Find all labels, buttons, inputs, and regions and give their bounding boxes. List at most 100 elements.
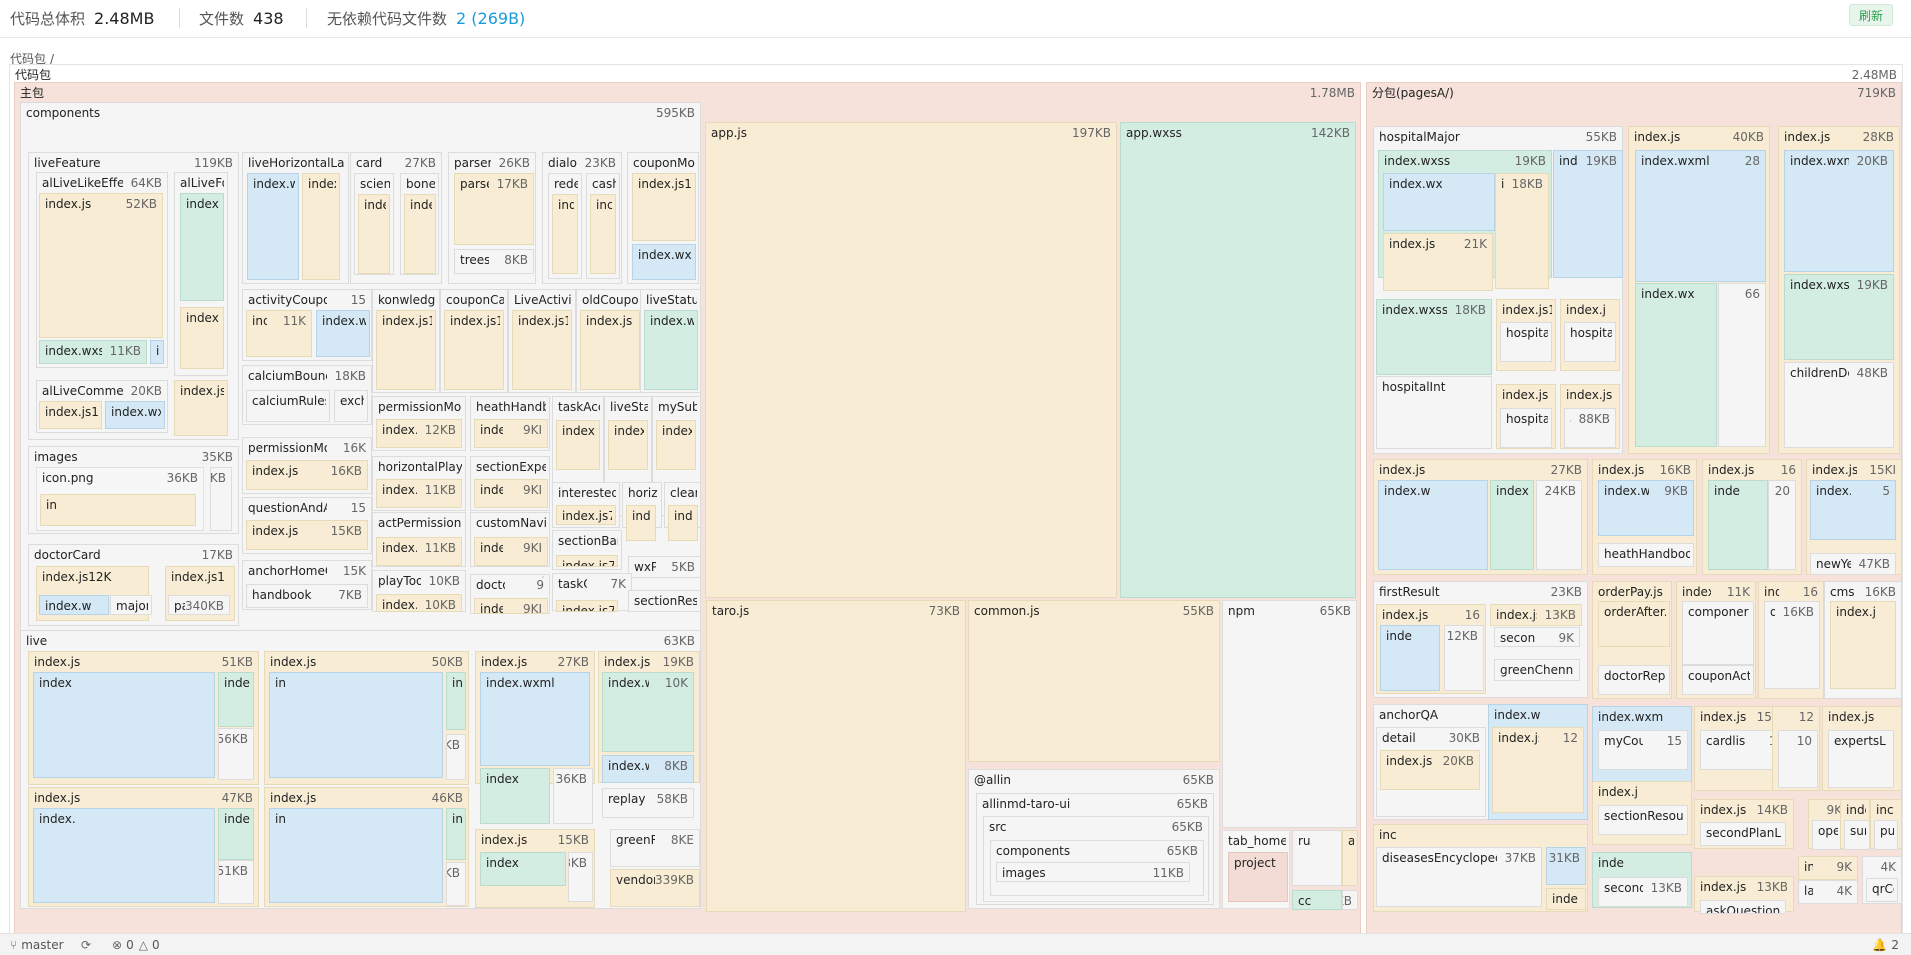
- treemap-node[interactable]: qrCo: [1866, 878, 1898, 902]
- treemap-node[interactable]: index.js 9KI: [474, 537, 548, 566]
- treemap-node[interactable]: app.wxss 142KB: [1120, 122, 1356, 598]
- treemap-node[interactable]: app.js 197KB: [705, 122, 1117, 598]
- treemap-node[interactable]: index.js7: [556, 600, 618, 612]
- treemap-node[interactable]: childrenDetail 48KB: [1784, 362, 1894, 448]
- treemap-node[interactable]: index.js 21K: [1383, 233, 1493, 291]
- treemap-node[interactable]: index.js 9KI: [474, 419, 548, 448]
- treemap-node[interactable]: myCouponList 15: [1598, 730, 1688, 770]
- treemap-node[interactable]: surg: [1844, 820, 1870, 850]
- treemap-node[interactable]: index.w: [1378, 480, 1488, 570]
- treemap-node[interactable]: pages340KB: [168, 595, 230, 615]
- treemap-node[interactable]: index.js 9KI: [474, 598, 548, 614]
- treemap-node[interactable]: index.wxss 19KB: [1784, 274, 1894, 360]
- treemap-node[interactable]: secondPlanL: [1700, 822, 1786, 846]
- treemap-node[interactable]: index.js1: [444, 310, 504, 390]
- treemap-node[interactable]: share10: [1778, 730, 1818, 788]
- treemap-node[interactable]: profile22KB: [446, 862, 466, 906]
- treemap-node[interactable]: index.wxml 8KB: [602, 755, 694, 783]
- treemap-node[interactable]: index.wxml 5: [1810, 480, 1896, 540]
- treemap-node[interactable]: index.wxml31KB: [1546, 847, 1586, 885]
- treemap-node[interactable]: index: [33, 672, 215, 778]
- treemap-node[interactable]: hospitalInt: [1376, 376, 1492, 449]
- treemap-node[interactable]: index.w: [180, 193, 224, 301]
- treemap-node[interactable]: sectionResourceL: [1598, 805, 1688, 835]
- treemap-node[interactable]: index.wxml 28: [1635, 150, 1766, 282]
- treemap-node[interactable]: inc: [590, 194, 616, 274]
- treemap-node[interactable]: sectionResc: [628, 590, 701, 612]
- treemap-node[interactable]: index.js7k: [556, 505, 616, 525]
- treemap-node[interactable]: index: [656, 420, 696, 470]
- treemap-node[interactable]: inde: [1380, 625, 1440, 691]
- treemap-node[interactable]: in: [269, 808, 443, 903]
- treemap-node[interactable]: index.js 11KB: [376, 537, 462, 566]
- treemap-node[interactable]: index.js 9KI: [474, 479, 548, 508]
- treemap-node[interactable]: hospitalD: [1564, 322, 1616, 362]
- treemap-node[interactable]: publ: [1874, 820, 1898, 850]
- treemap-node[interactable]: index.wxss 10K: [602, 672, 694, 752]
- treemap-node[interactable]: app.js: [1342, 830, 1358, 886]
- treemap-node[interactable]: inde: [404, 194, 436, 274]
- nodep-link[interactable]: 2 (269B): [456, 9, 526, 28]
- treemap-node[interactable]: in: [40, 494, 196, 526]
- treemap-node[interactable]: index.wxml 19KB: [1553, 150, 1623, 278]
- treemap-node[interactable]: myCalcium24KB: [1536, 480, 1582, 570]
- treemap-node[interactable]: ru: [1292, 830, 1342, 886]
- treemap-node[interactable]: index.js 20KB: [1380, 750, 1480, 790]
- treemap-node[interactable]: index: [480, 852, 566, 886]
- treemap-node[interactable]: inde: [1708, 480, 1768, 570]
- treemap-node[interactable]: index.js1: [376, 310, 436, 390]
- treemap-node[interactable]: heathHandbook: [1598, 543, 1694, 567]
- treemap-node[interactable]: index.wxml 20KB: [1784, 150, 1894, 272]
- treemap-node[interactable]: detail12KB: [1444, 625, 1484, 691]
- treemap-node[interactable]: index.w: [39, 595, 109, 615]
- treemap-node[interactable]: orderAfter.: [1598, 601, 1670, 647]
- treemap-node[interactable]: index.w: [644, 310, 698, 390]
- breadcrumb-root[interactable]: 代码包: [10, 52, 47, 66]
- treemap-node[interactable]: ind: [552, 194, 578, 274]
- treemap-node[interactable]: vendors.js339KB: [610, 869, 700, 907]
- treemap-node[interactable]: index.wx: [1383, 173, 1495, 231]
- treemap-node[interactable]: diseasesEncyclopedia 37KB: [1376, 847, 1542, 907]
- treemap-node[interactable]: index.js 13KB: [1490, 604, 1582, 626]
- treemap-node[interactable]: index.: [218, 808, 254, 860]
- treemap-node[interactable]: trees 8KB: [454, 249, 534, 274]
- treemap-node[interactable]: ind: [626, 505, 656, 541]
- treemap-node[interactable]: couponList20: [1768, 480, 1796, 570]
- treemap-node[interactable]: childrenSection66: [1718, 283, 1766, 447]
- treemap-node[interactable]: index.js: [580, 310, 640, 390]
- treemap-node[interactable]: parser.js 17KB: [454, 173, 534, 245]
- treemap-node[interactable]: secondList 13KB: [1598, 877, 1688, 907]
- treemap-node[interactable]: hospitalLi: [1500, 408, 1552, 448]
- treemap-node[interactable]: index.js11: [39, 401, 102, 429]
- refresh-button[interactable]: 刷新: [1848, 4, 1893, 26]
- treemap-node[interactable]: index.js 12: [1492, 727, 1584, 813]
- treemap-node[interactable]: index.: [33, 808, 215, 903]
- treemap-node[interactable]: project: [1228, 852, 1288, 902]
- treemap-node[interactable]: index.: [1490, 480, 1534, 570]
- treemap-node[interactable]: exch: [334, 390, 368, 422]
- treemap-node[interactable]: surgery8KB: [568, 852, 593, 902]
- treemap-node[interactable]: wxPay 5KB: [628, 556, 701, 578]
- treemap-node[interactable]: greenRoad 8KE: [610, 829, 700, 867]
- treemap-node[interactable]: ind: [668, 505, 698, 541]
- treemap-node[interactable]: index.w: [316, 310, 370, 357]
- treemap-node[interactable]: anchorHome 88KB: [1564, 408, 1616, 448]
- treemap-node[interactable]: index.js1: [512, 310, 572, 390]
- treemap-node[interactable]: index.j: [1830, 601, 1896, 689]
- notifications-button[interactable]: 🔔 2: [1872, 937, 1899, 953]
- treemap-node[interactable]: index: [480, 768, 550, 824]
- treemap-node[interactable]: index: [302, 173, 340, 280]
- treemap-node[interactable]: handbook 7KB: [246, 584, 368, 608]
- treemap-node[interactable]: replay 58KB: [602, 788, 694, 818]
- treemap-node[interactable]: componer: [1682, 601, 1754, 665]
- sync-button[interactable]: ⟳: [81, 937, 95, 953]
- treemap-node[interactable]: index.js 11KB: [376, 479, 462, 508]
- treemap-node[interactable]: index.js 52KB: [39, 193, 163, 338]
- treemap-node[interactable]: newYear 47KB: [1810, 553, 1896, 575]
- treemap-node[interactable]: hospitalSection150KB: [1342, 890, 1358, 910]
- treemap-node[interactable]: replayHorizontal51KB: [218, 860, 254, 904]
- treemap-node[interactable]: index.js7: [556, 555, 618, 567]
- treemap-node[interactable]: index.wx: [247, 173, 299, 280]
- treemap-node[interactable]: secondResult 9K: [1494, 627, 1580, 647]
